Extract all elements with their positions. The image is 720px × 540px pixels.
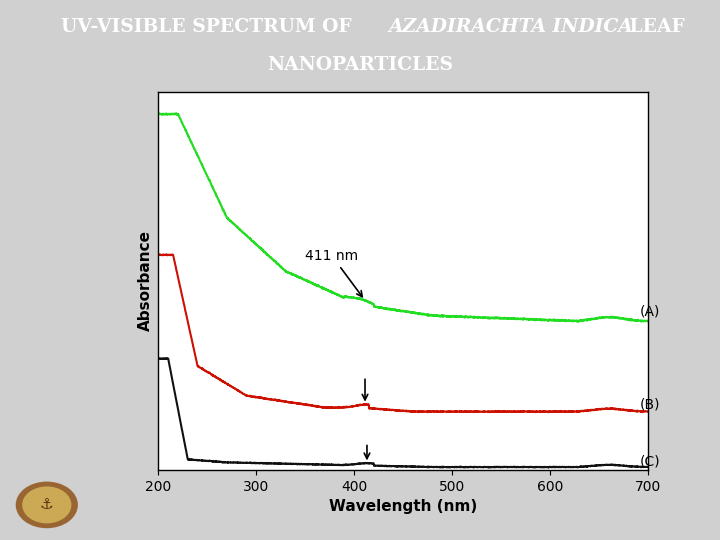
Circle shape xyxy=(22,487,71,523)
Text: (C): (C) xyxy=(640,454,661,468)
Text: ⚓: ⚓ xyxy=(40,497,53,512)
Text: LEAF: LEAF xyxy=(623,18,685,36)
Circle shape xyxy=(16,482,78,528)
Text: NANOPARTICLES: NANOPARTICLES xyxy=(267,56,453,75)
X-axis label: Wavelength (nm): Wavelength (nm) xyxy=(329,499,477,514)
Y-axis label: Absorbance: Absorbance xyxy=(138,230,153,332)
Text: AZADIRACHTA INDICA: AZADIRACHTA INDICA xyxy=(389,18,634,36)
Text: UV-VISIBLE SPECTRUM OF: UV-VISIBLE SPECTRUM OF xyxy=(61,18,359,36)
Text: (B): (B) xyxy=(640,398,661,412)
Text: 411 nm: 411 nm xyxy=(305,249,362,297)
Text: (A): (A) xyxy=(640,304,660,318)
